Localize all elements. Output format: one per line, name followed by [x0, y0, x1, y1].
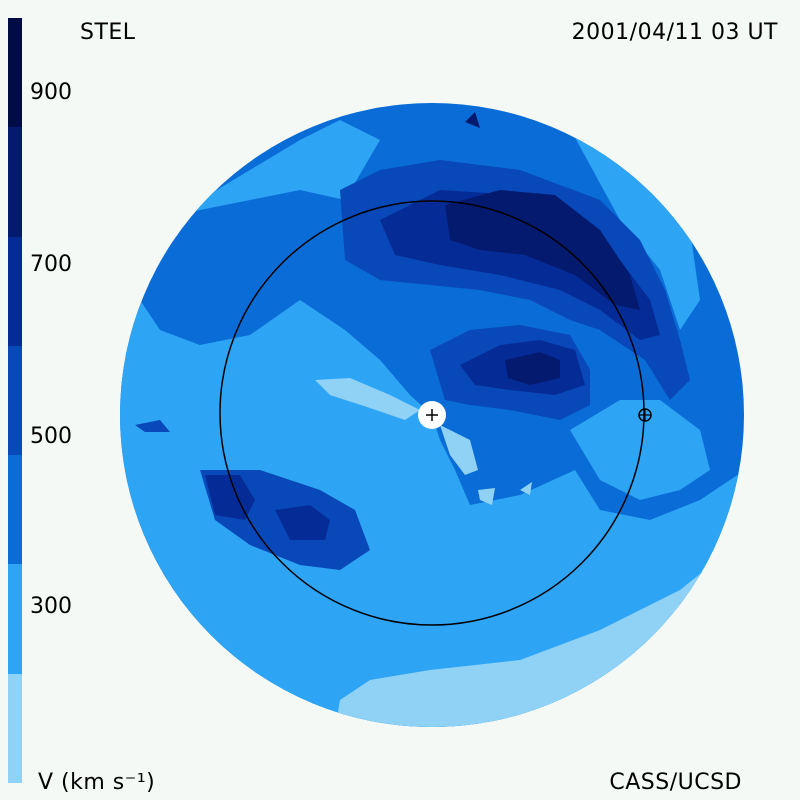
colorbar-tick-300: 300	[30, 594, 72, 619]
credit-label: CASS/UCSD	[609, 770, 742, 795]
contour-level-700	[445, 190, 640, 310]
colorbar-segment	[8, 564, 22, 674]
colorbar-segment	[8, 455, 22, 565]
colorbar-segment	[8, 236, 22, 346]
contour-level-300-east	[570, 400, 710, 500]
contour-level-200-patch-2	[520, 482, 532, 495]
colorbar	[8, 18, 22, 783]
source-label: STEL	[80, 20, 136, 45]
earth-circle-cross-icon	[638, 408, 652, 422]
contour-level-200-streamer-west	[315, 378, 420, 420]
colorbar-tick-500: 500	[30, 424, 72, 449]
contour-level-500-west-edge	[135, 420, 170, 432]
contour-level-700-central	[505, 352, 560, 385]
contour-level-200-patch	[478, 488, 495, 505]
colorbar-segment	[8, 127, 22, 237]
earth-orbit-circle	[219, 200, 645, 626]
colorbar-segment	[8, 345, 22, 456]
sun-plus-icon	[418, 401, 446, 429]
colorbar-segment	[8, 18, 22, 128]
contour-level-600-west-b	[275, 505, 330, 540]
contour-level-700-north-patch	[465, 112, 480, 128]
colorbar-tick-700: 700	[30, 252, 72, 277]
colorbar-segment	[8, 673, 22, 783]
contour-level-200-streamer-south	[440, 425, 478, 475]
colorbar-tick-900: 900	[30, 80, 72, 105]
unit-label: V (km s⁻¹)	[38, 770, 156, 795]
timestamp: 2001/04/11 03 UT	[571, 20, 778, 45]
contour-level-300-ne	[560, 110, 700, 330]
